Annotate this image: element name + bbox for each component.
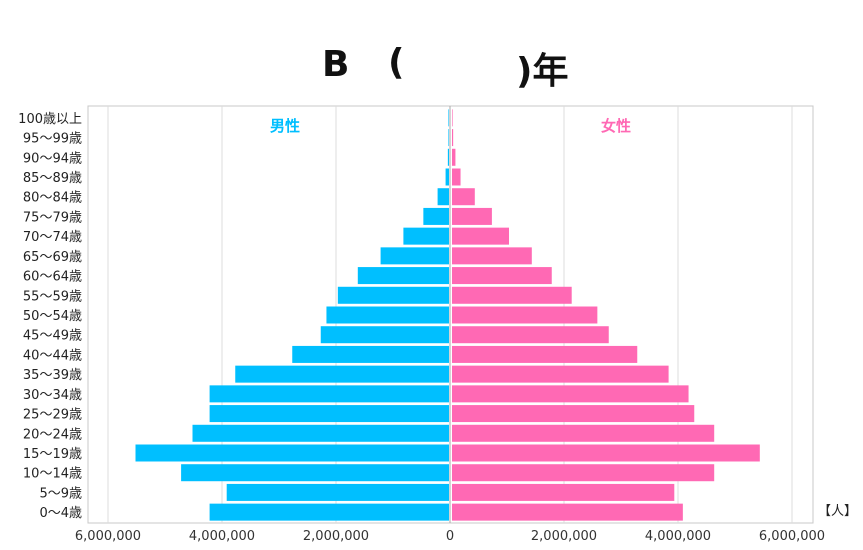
category-label: 45～49歳 <box>23 329 82 344</box>
bar-male <box>448 109 450 127</box>
chart-title: B ( )年 <box>0 38 863 98</box>
bar-female <box>452 207 492 225</box>
category-label: 10～14歳 <box>23 467 82 482</box>
category-label: 25～29歳 <box>23 408 82 423</box>
title-close-year: )年 <box>516 51 569 92</box>
bar-female <box>452 188 475 206</box>
bar-male <box>209 503 449 521</box>
bar-male <box>448 129 450 147</box>
bar-female <box>452 286 572 304</box>
bar-female <box>452 464 715 482</box>
bar-female <box>452 483 675 501</box>
bar-male <box>135 444 449 462</box>
bar-male <box>403 227 449 245</box>
bar-male <box>445 168 449 186</box>
bar-female <box>452 227 509 245</box>
unit-label: 【人】 <box>818 504 857 519</box>
category-label: 80～84歳 <box>23 191 82 206</box>
bar-female <box>452 444 760 462</box>
category-label: 65～69歳 <box>23 250 82 265</box>
category-labels: 0～4歳 5～9歳 10～14歳 15～19歳 20～24歳 25～29歳 30～34歳 35… <box>18 112 82 521</box>
bar-female <box>452 129 454 147</box>
category-label: 90～94歳 <box>23 151 82 166</box>
category-label: 5～9歳 <box>39 486 82 501</box>
category-label: 95～99歳 <box>23 132 82 147</box>
title-open-paren: ( <box>388 42 405 83</box>
category-label: 75～79歳 <box>23 210 82 225</box>
bar-male <box>192 424 449 442</box>
x-tick-label: 6,000,000 <box>75 529 141 544</box>
bar-female <box>452 109 453 127</box>
bar-female <box>452 405 695 423</box>
bar-male <box>337 286 449 304</box>
bar-male <box>447 148 449 166</box>
category-label: 60～64歳 <box>23 270 82 285</box>
x-tick-label: 6,000,000 <box>759 529 825 544</box>
bar-female <box>452 385 689 403</box>
legend-male: 男性 <box>270 117 300 135</box>
x-tick-label: 4,000,000 <box>645 529 711 544</box>
category-label: 70～74歳 <box>23 230 82 245</box>
bar-female <box>452 247 532 265</box>
category-label: 85～89歳 <box>23 171 82 186</box>
bar-male <box>292 345 449 363</box>
bar-male <box>235 365 449 383</box>
x-tick-labels: 6,000,000 4,000,000 2,000,000 0 2,000,000 4,0… <box>75 529 825 544</box>
bar-male <box>326 306 449 324</box>
category-label: 35～39歳 <box>23 368 82 383</box>
bar-male <box>357 267 449 285</box>
category-label: 40～44歳 <box>23 348 82 363</box>
x-tick-label: 4,000,000 <box>189 529 255 544</box>
x-tick-label: 0 <box>446 529 454 544</box>
category-label: 20～24歳 <box>23 427 82 442</box>
x-tick-label: 2,000,000 <box>531 529 597 544</box>
category-label: 0～4歳 <box>39 506 82 521</box>
bar-female <box>452 503 683 521</box>
bar-male <box>380 247 449 265</box>
category-label: 30～34歳 <box>23 388 82 403</box>
bar-female <box>452 168 461 186</box>
bar-female <box>452 306 598 324</box>
bar-female <box>452 148 456 166</box>
bars <box>135 109 760 521</box>
legend-female: 女性 <box>601 117 631 135</box>
bar-male <box>226 483 449 501</box>
bar-female <box>452 326 609 344</box>
bar-male <box>320 326 449 344</box>
bar-male <box>437 188 449 206</box>
title-letter: B <box>322 44 350 85</box>
bar-male <box>423 207 449 225</box>
bar-female <box>452 424 715 442</box>
category-label: 55～59歳 <box>23 289 82 304</box>
bar-male <box>181 464 449 482</box>
bar-male <box>209 385 449 403</box>
bar-female <box>452 345 638 363</box>
bar-female <box>452 365 669 383</box>
bar-female <box>452 267 552 285</box>
bar-male <box>209 405 449 423</box>
x-tick-label: 2,000,000 <box>303 529 369 544</box>
category-label: 50～54歳 <box>23 309 82 324</box>
category-label: 15～19歳 <box>23 447 82 462</box>
category-label: 100歳以上 <box>18 112 82 127</box>
